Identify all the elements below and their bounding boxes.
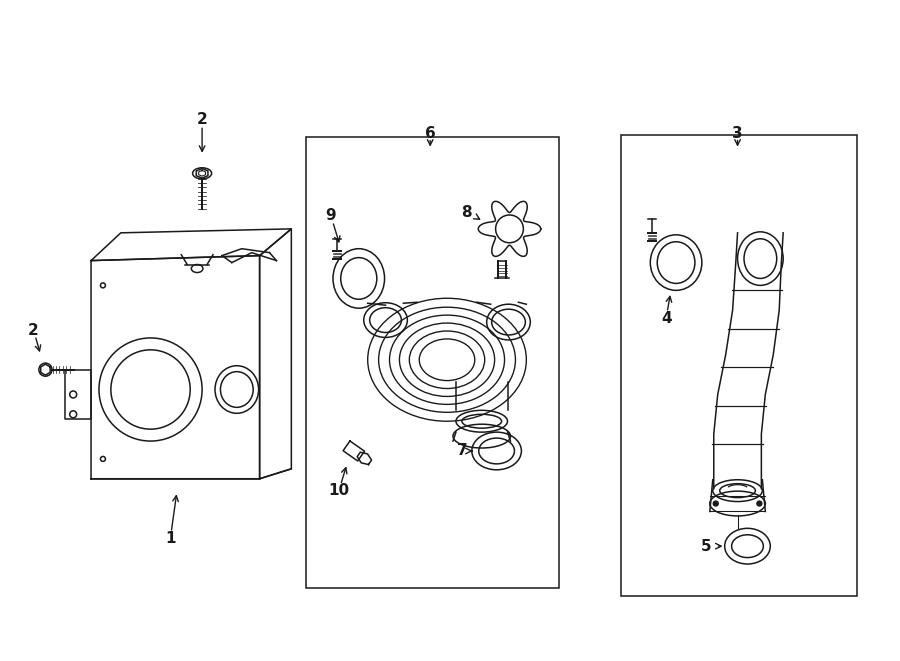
- Text: 3: 3: [733, 126, 742, 141]
- Text: 7: 7: [456, 444, 467, 459]
- Circle shape: [714, 501, 718, 506]
- Text: 10: 10: [328, 483, 349, 498]
- Text: 1: 1: [165, 531, 176, 546]
- Text: 6: 6: [425, 126, 436, 141]
- Bar: [306, 137, 559, 588]
- Text: 2: 2: [197, 112, 208, 128]
- Bar: [621, 135, 857, 596]
- Text: 4: 4: [661, 311, 671, 326]
- Text: 9: 9: [326, 208, 337, 223]
- Text: 5: 5: [700, 539, 711, 554]
- Text: 2: 2: [28, 323, 39, 338]
- Circle shape: [757, 501, 762, 506]
- Text: 8: 8: [462, 206, 472, 221]
